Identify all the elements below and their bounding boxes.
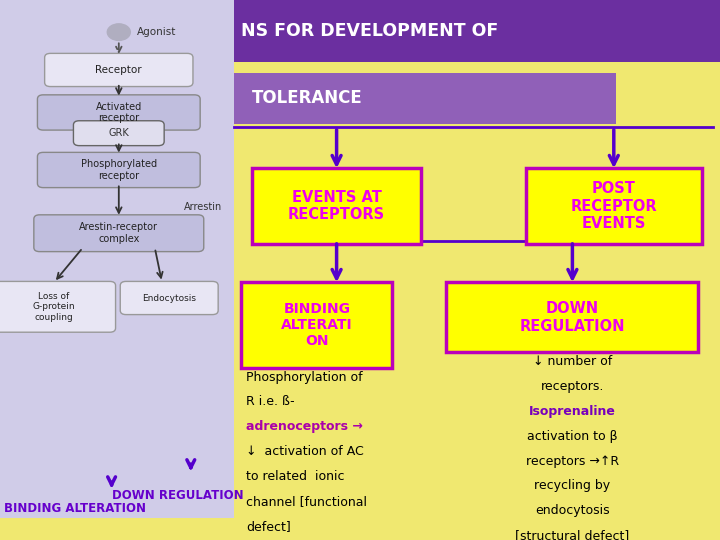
Text: Receptor: Receptor xyxy=(96,65,142,75)
Text: defect]: defect] xyxy=(246,520,291,533)
Text: adrenoceptors →: adrenoceptors → xyxy=(246,420,363,433)
FancyBboxPatch shape xyxy=(45,53,193,86)
Text: NS FOR DEVELOPMENT OF: NS FOR DEVELOPMENT OF xyxy=(241,22,498,40)
Text: receptors.: receptors. xyxy=(541,380,604,393)
Text: Agonist: Agonist xyxy=(137,27,176,37)
FancyBboxPatch shape xyxy=(37,95,200,130)
Text: BINDING ALTERATION: BINDING ALTERATION xyxy=(4,502,145,516)
FancyBboxPatch shape xyxy=(241,282,392,368)
Text: POST
RECEPTOR
EVENTS: POST RECEPTOR EVENTS xyxy=(570,181,657,231)
FancyBboxPatch shape xyxy=(234,0,720,518)
Text: to related  ionic: to related ionic xyxy=(246,470,345,483)
FancyBboxPatch shape xyxy=(73,121,164,146)
Text: Loss of
G-protein
coupling: Loss of G-protein coupling xyxy=(32,292,76,322)
Text: endocytosis: endocytosis xyxy=(535,504,610,517)
Circle shape xyxy=(107,24,130,40)
FancyBboxPatch shape xyxy=(234,72,616,124)
Text: GRK: GRK xyxy=(109,128,129,138)
Text: Arrestin: Arrestin xyxy=(184,202,222,212)
Text: BINDING
ALTERATI
ON: BINDING ALTERATI ON xyxy=(281,302,353,348)
Text: TOLERANCE: TOLERANCE xyxy=(252,90,363,107)
Text: ↓ number of: ↓ number of xyxy=(533,355,612,368)
Text: R i.e. ß-: R i.e. ß- xyxy=(246,395,295,408)
Text: Activated
receptor: Activated receptor xyxy=(96,102,142,123)
Text: Isoprenaline: Isoprenaline xyxy=(529,405,616,418)
FancyBboxPatch shape xyxy=(34,215,204,252)
FancyBboxPatch shape xyxy=(446,282,698,353)
Text: receptors →↑R: receptors →↑R xyxy=(526,455,619,468)
FancyBboxPatch shape xyxy=(0,281,115,332)
FancyBboxPatch shape xyxy=(0,0,234,518)
FancyBboxPatch shape xyxy=(526,168,702,244)
Text: Phosphorylation of: Phosphorylation of xyxy=(246,370,363,383)
Text: Phosphorylated
receptor: Phosphorylated receptor xyxy=(81,159,157,181)
Text: activation to β: activation to β xyxy=(527,430,618,443)
Text: DOWN
REGULATION: DOWN REGULATION xyxy=(520,301,625,334)
FancyBboxPatch shape xyxy=(120,281,218,315)
Text: Endocytosis: Endocytosis xyxy=(143,294,196,302)
FancyBboxPatch shape xyxy=(252,168,421,244)
Text: Arestin-receptor
complex: Arestin-receptor complex xyxy=(79,222,158,244)
Text: ↓  activation of AC: ↓ activation of AC xyxy=(246,445,364,458)
Text: DOWN REGULATION: DOWN REGULATION xyxy=(112,489,243,503)
FancyBboxPatch shape xyxy=(234,0,720,62)
FancyBboxPatch shape xyxy=(37,152,200,187)
Text: EVENTS AT
RECEPTORS: EVENTS AT RECEPTORS xyxy=(288,190,385,222)
Text: [structural defect]: [structural defect] xyxy=(516,529,629,540)
Text: recycling by: recycling by xyxy=(534,480,611,492)
Text: channel [functional: channel [functional xyxy=(246,495,367,508)
